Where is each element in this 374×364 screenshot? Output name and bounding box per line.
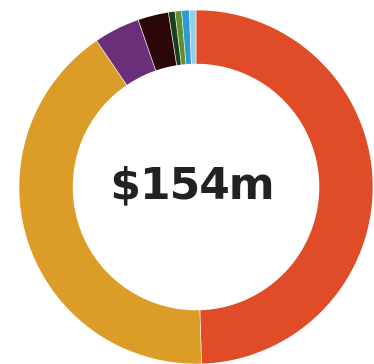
- center-total-label: $154m: [110, 159, 273, 210]
- donut-slice-1: [195, 9, 374, 364]
- donut-slices: [18, 9, 374, 364]
- donut-slice-8: [189, 9, 197, 65]
- donut-slice-2: [18, 40, 202, 364]
